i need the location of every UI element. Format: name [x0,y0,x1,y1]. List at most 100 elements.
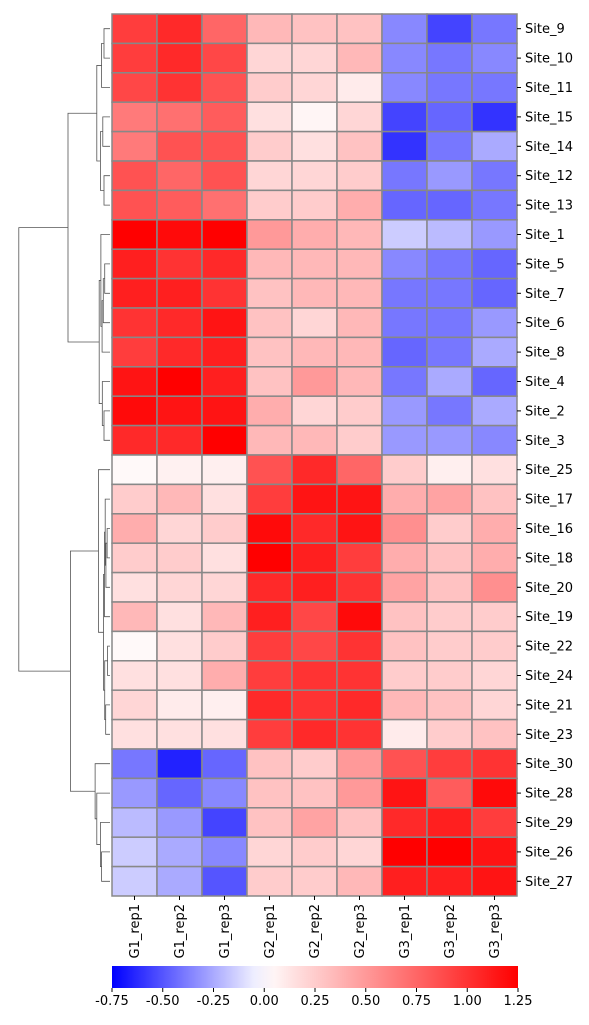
heatmap-cell [336,101,383,133]
heatmap-cell [246,336,293,368]
heatmap-cell [201,366,248,397]
heatmap-cell [246,601,293,633]
heatmap-cell [471,219,518,250]
heatmap-cell [201,513,248,544]
row-label: Site_9 [525,22,565,37]
heatmap-cell [336,660,383,691]
dendrogram-link [105,704,110,735]
heatmap-cell [471,101,518,133]
heatmap-cell [111,660,158,691]
heatmap-cell [246,101,293,133]
heatmap-cell [381,777,428,809]
heatmap-cell [156,42,203,74]
heatmap-cell [291,248,338,280]
heatmap-cell [201,777,248,809]
row-label: Site_17 [525,493,573,508]
heatmap-cell [291,542,338,574]
row-label: Site_20 [525,581,573,596]
heatmap-cell [156,483,203,515]
heatmap-cell [156,454,203,486]
heatmap-cell [336,571,383,603]
row-labels: Site_9 Site_10 Site_11 Site_15 Site_14 Site_1… [517,22,573,890]
heatmap-cell [381,836,428,868]
heatmap-cell [426,395,473,427]
heatmap-cell [336,336,383,368]
heatmap-cell [246,660,293,691]
heatmap-cell [381,189,428,221]
heatmap-cell [381,630,428,662]
heatmap-cell [471,630,518,662]
heatmap-cell [336,513,383,544]
dendrogram-link [94,763,110,820]
heatmap-cell [201,189,248,221]
heatmap-cell [291,454,338,486]
dendrogram-link [96,792,110,845]
heatmap-cell [156,277,203,309]
row-label: Site_22 [525,640,573,655]
heatmap-cell [336,307,383,339]
heatmap-cell [381,307,428,339]
heatmap-cell [426,836,473,868]
heatmap-cell [471,718,518,750]
column-label: G3_rep2 [443,904,458,958]
column-label: G1_rep1 [128,904,143,958]
heatmap-cell [471,42,518,74]
heatmap-cell [291,748,338,780]
heatmap-cell [156,72,203,103]
column-label: G2_rep1 [263,904,278,958]
heatmap-cell [201,42,248,74]
column-label: G1_rep2 [173,904,188,958]
heatmap-cell [246,42,293,74]
colorbar-tick-label: 0.50 [351,994,380,1009]
heatmap-cell [111,630,158,662]
colorbar-tick-label: 0.25 [301,994,330,1009]
row-label: Site_24 [525,669,573,684]
heatmap-cell [426,277,473,309]
heatmap-cell [156,777,203,809]
heatmap-cell [336,630,383,662]
heatmap-cell [246,630,293,662]
heatmap-cell [246,513,293,544]
heatmap-cell [246,160,293,192]
column-label: G3_rep1 [398,904,413,958]
heatmap-cell [291,277,338,309]
heatmap-cell [336,807,383,838]
heatmap-cell [156,571,203,603]
heatmap-cell [201,101,248,133]
heatmap-cell [291,42,338,74]
row-label: Site_10 [525,52,573,67]
heatmap-cell [201,72,248,103]
dendrogram-link [103,28,110,59]
row-label: Site_12 [525,169,573,184]
heatmap-cell [471,660,518,691]
row-label: Site_21 [525,698,573,713]
dendrogram-link [107,645,110,676]
heatmap-cell [111,865,158,897]
heatmap-cell [246,571,293,603]
heatmap-cell [246,836,293,868]
heatmap-cell [381,13,428,45]
heatmap-cell [156,130,203,162]
heatmap-cell [291,219,338,250]
heatmap-cell [426,130,473,162]
heatmap-cell [291,571,338,603]
heatmap-cell [156,13,203,45]
heatmap-cell [201,660,248,691]
heatmap-cell [336,454,383,486]
heatmap-cell [201,130,248,162]
heatmap-cell [201,160,248,192]
heatmap-cell [111,424,158,456]
heatmap-cell [471,513,518,544]
heatmap-cell [381,483,428,515]
heatmap-cell [471,748,518,780]
heatmap-cell [111,130,158,162]
heatmap-cell [381,42,428,74]
heatmap-cell [111,101,158,133]
heatmap-cell [381,130,428,162]
heatmap-cell [111,718,158,750]
heatmap-cell [111,571,158,603]
heatmap-cell [246,807,293,838]
heatmap-cell [336,277,383,309]
heatmap-cell [111,72,158,103]
heatmap-cell [246,13,293,45]
